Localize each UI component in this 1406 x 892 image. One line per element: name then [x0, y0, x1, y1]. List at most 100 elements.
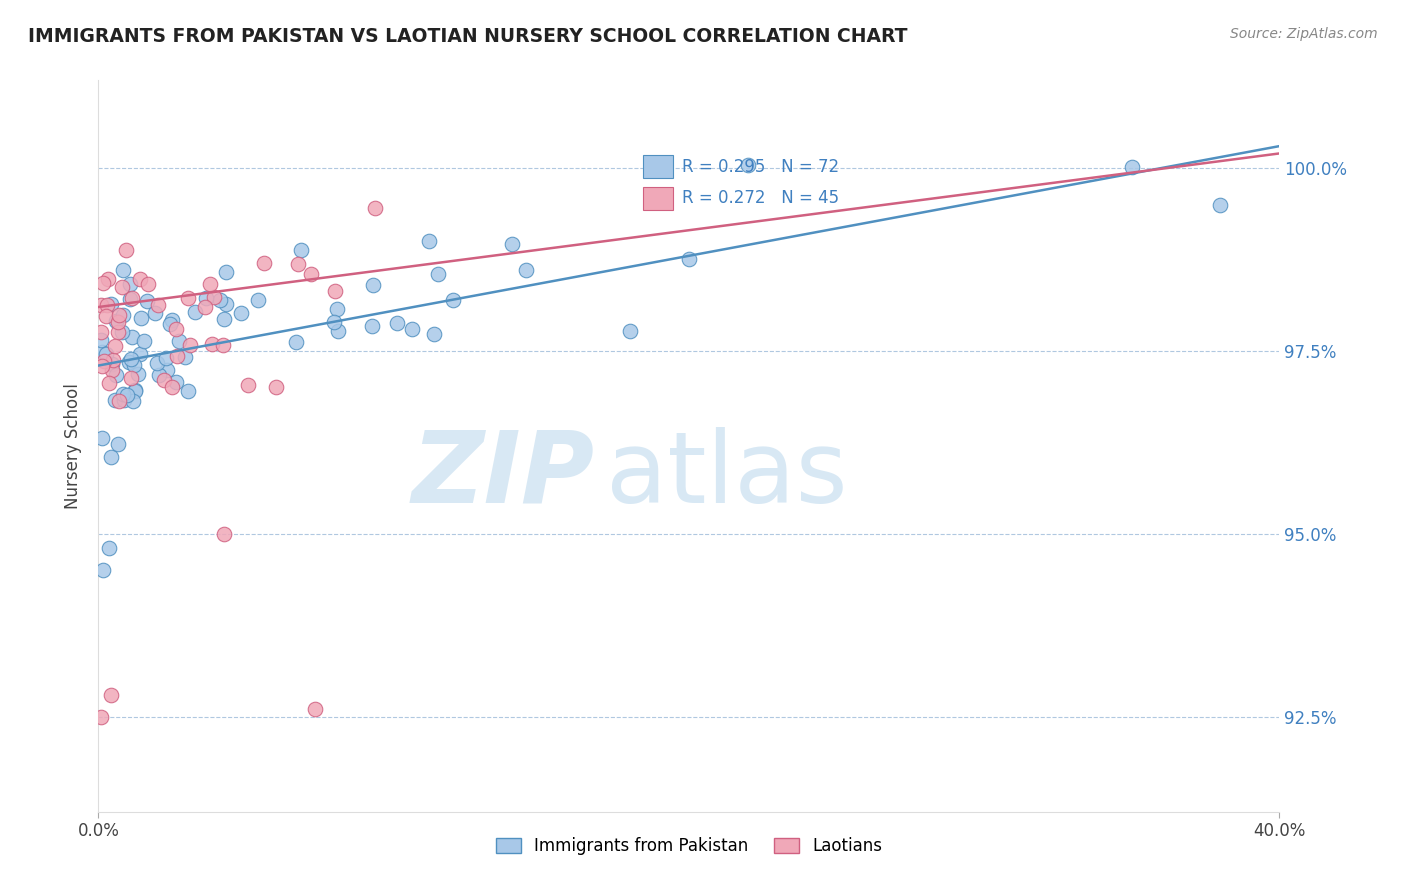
Point [120, 277, 142, 291]
Point [105, 313, 128, 327]
Point [104, 339, 127, 353]
Point [184, 305, 207, 319]
Point [215, 265, 238, 279]
Point [121, 291, 143, 305]
Point [1209, 197, 1232, 211]
Point [93, 354, 115, 368]
Text: IMMIGRANTS FROM PAKISTAN VS LAOTIAN NURSERY SCHOOL CORRELATION CHART: IMMIGRANTS FROM PAKISTAN VS LAOTIAN NURS… [28, 27, 908, 45]
Point [201, 336, 224, 351]
Point [129, 271, 152, 285]
Point [501, 237, 523, 252]
Point [120, 371, 142, 385]
Point [118, 354, 141, 368]
Point [112, 262, 135, 277]
Point [166, 349, 188, 363]
Point [128, 347, 150, 361]
Point [737, 158, 759, 172]
Y-axis label: Nursery School: Nursery School [65, 383, 83, 509]
Point [148, 368, 170, 383]
Point [90, 359, 112, 374]
Point [401, 322, 423, 336]
Point [159, 317, 181, 331]
Point [124, 384, 146, 399]
Point [90, 333, 112, 347]
Point [120, 292, 142, 306]
Point [211, 337, 233, 351]
Point [132, 334, 155, 348]
Point [1121, 160, 1143, 174]
Text: R = 0.295   N = 72: R = 0.295 N = 72 [682, 158, 839, 176]
Point [112, 392, 135, 407]
Point [90, 325, 112, 339]
Point [124, 383, 146, 397]
Point [91, 431, 114, 445]
Point [90, 709, 112, 723]
Point [111, 280, 134, 294]
Point [100, 688, 122, 702]
Point [385, 317, 408, 331]
Point [285, 335, 308, 350]
Point [160, 379, 183, 393]
Point [165, 376, 187, 390]
Point [136, 293, 159, 308]
Text: ZIP: ZIP [412, 426, 595, 524]
Point [253, 256, 276, 270]
Point [129, 311, 152, 326]
Point [422, 326, 444, 341]
Point [101, 352, 124, 367]
Point [299, 268, 322, 282]
Point [176, 291, 198, 305]
Point [678, 252, 700, 266]
Point [101, 357, 124, 371]
Point [361, 278, 384, 293]
Point [107, 315, 129, 329]
Point [136, 277, 159, 291]
Point [91, 563, 114, 577]
Point [198, 277, 221, 292]
Point [364, 201, 387, 215]
Point [121, 330, 143, 344]
Point [107, 437, 129, 451]
Point [167, 334, 190, 349]
Point [246, 293, 269, 307]
Point [194, 300, 217, 314]
Point [100, 297, 122, 311]
Text: Source: ZipAtlas.com: Source: ZipAtlas.com [1230, 27, 1378, 41]
Point [619, 324, 641, 338]
Point [96, 298, 118, 312]
Point [323, 284, 346, 298]
Point [94, 309, 117, 323]
Point [107, 325, 129, 339]
Point [229, 306, 252, 320]
Point [323, 315, 346, 329]
Bar [643, 187, 673, 211]
Point [515, 263, 537, 277]
Point [326, 324, 349, 338]
Legend: Immigrants from Pakistan, Laotians: Immigrants from Pakistan, Laotians [489, 830, 889, 862]
Point [427, 268, 450, 282]
Text: R = 0.272   N = 45: R = 0.272 N = 45 [682, 189, 839, 207]
Point [325, 302, 347, 317]
Point [124, 359, 146, 373]
Point [156, 363, 179, 377]
Point [98, 541, 121, 556]
Point [108, 393, 131, 408]
Text: atlas: atlas [606, 426, 848, 524]
Point [155, 351, 177, 366]
Point [90, 298, 112, 312]
Point [146, 356, 169, 370]
Point [418, 234, 440, 248]
Point [214, 311, 236, 326]
Point [165, 322, 187, 336]
Point [104, 393, 127, 408]
Point [361, 319, 384, 334]
Point [101, 363, 124, 377]
Point [176, 384, 198, 398]
Point [111, 387, 134, 401]
Point [120, 352, 142, 367]
Point [93, 276, 115, 290]
Point [146, 298, 169, 312]
Point [110, 325, 132, 339]
Point [174, 350, 197, 364]
Point [97, 376, 120, 390]
